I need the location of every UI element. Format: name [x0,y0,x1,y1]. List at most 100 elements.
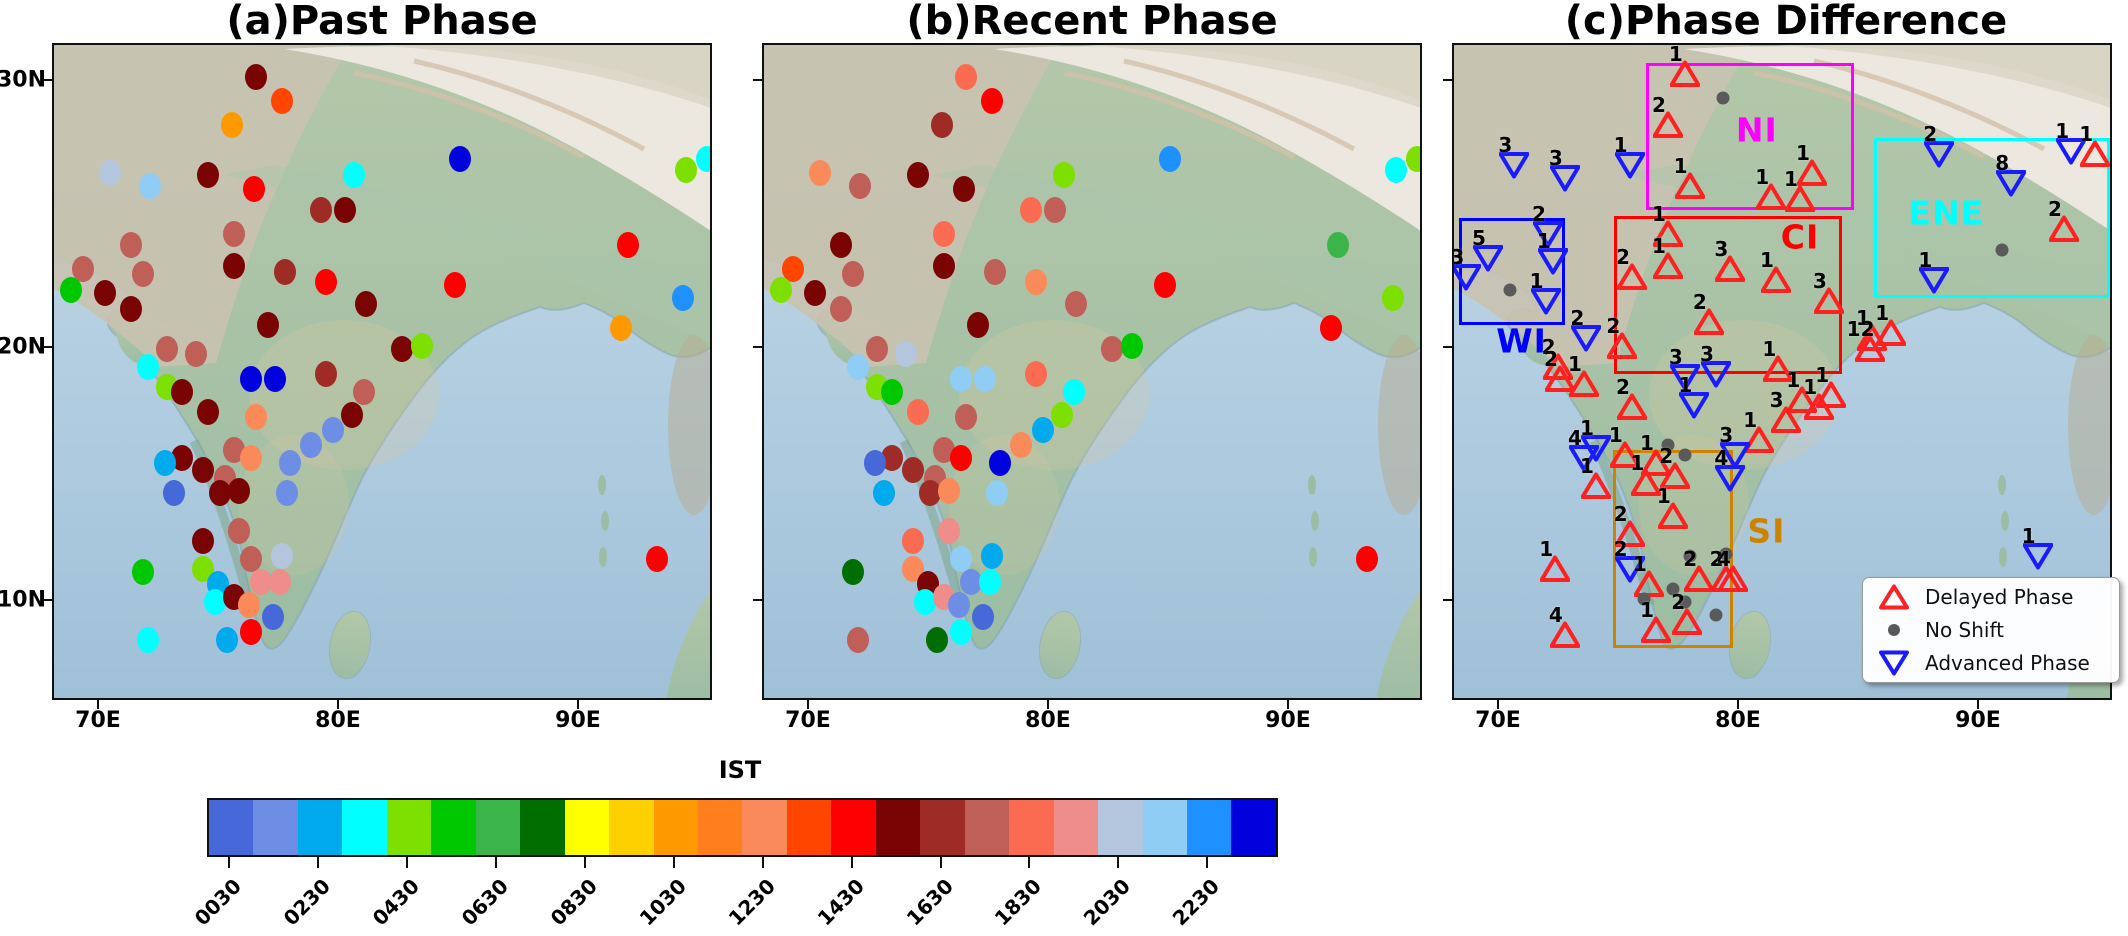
shift-count-label: 1 [1673,154,1688,179]
advanced-phase-marker [1669,363,1701,391]
legend-label-advanced: Advanced Phase [1925,651,2090,676]
no-shift-dot [1719,547,1733,561]
station-dot [1384,157,1407,184]
y-tick-mark [753,599,762,601]
advanced-phase-marker [1537,247,1569,275]
station-dot [240,619,263,646]
x-tick-mark [97,698,99,709]
colorbar-tick-label: 2030 [1079,874,1136,931]
delayed-phase-marker [1714,255,1746,282]
advanced-phase-marker [1472,245,1504,272]
colorbar-segment-2130 [1142,800,1187,855]
station-dot [192,457,215,484]
advanced-phase-marker [2055,138,2087,165]
no-shift-dot [1683,549,1697,563]
colorbar-segment-2230 [1186,800,1232,855]
colorbar-segment-0730 [520,800,565,855]
map-background [764,45,1420,698]
station-dot [1406,146,1420,173]
colorbar-segment-0530 [431,800,476,855]
shift-count-label: 1 [1608,423,1623,448]
colorbar-tick-mark [494,857,497,868]
advanced-phase-marker [1498,151,1530,179]
station-dot [988,449,1011,476]
station-dot [1382,285,1405,312]
station-dot [242,175,265,202]
shift-count-label: 2 [2048,196,2062,221]
shift-count-label: 3 [1668,344,1683,369]
station-dot [257,311,279,338]
x-axis-label: 80E [1715,708,1761,733]
region-label-ni: NI [1735,110,1778,150]
station-dot [938,477,961,504]
panel-b-title: (b)Recent Phase [906,0,1278,44]
station-dot [271,87,294,114]
shift-count-label: 3 [1714,236,1729,261]
shift-count-label: 2 [1671,590,1686,615]
shift-count-label: 1 [1803,375,1818,400]
station-dot [986,480,1009,507]
advanced-phase-icon [1877,650,1911,676]
map-panel-past-phase [52,43,712,700]
delayed-phase-marker [1606,332,1638,360]
shift-count-label: 2 [1616,375,1630,400]
station-dot [873,480,896,507]
station-dot [264,366,287,393]
station-dot [314,269,337,296]
station-dot [245,404,267,431]
shift-count-label: 4 [1716,547,1731,572]
x-tick-mark [577,698,579,709]
region-label-ene: ENE [1908,193,1985,233]
station-dot [1024,269,1047,296]
colorbar [207,798,1278,857]
shift-count-label: 1 [1630,451,1645,476]
colorbar-tick-label: 0430 [367,874,425,931]
colorbar-tick-mark [1117,857,1120,868]
x-tick-mark [1737,698,1739,709]
colorbar-segment-0330 [342,800,387,855]
station-dot [1024,361,1047,388]
colorbar-segment-1130 [697,800,743,855]
y-tick-mark [43,346,52,348]
shift-count-label: 1 [1539,537,1554,562]
colorbar-segment-0830 [564,800,610,855]
region-label-wi: WI [1496,321,1547,361]
x-tick-mark [337,698,339,709]
station-dot [907,399,929,426]
station-dot [185,341,207,368]
advanced-phase-marker [1678,391,1710,419]
station-dot [952,175,975,202]
station-dot [981,543,1004,570]
delayed-phase-marker [1544,365,1576,393]
shift-count-label: 2 [1923,122,1938,147]
shift-count-label: 4 [1568,425,1582,450]
y-tick-mark [43,79,52,81]
station-dot [60,277,83,304]
colorbar-segment-0930 [609,800,654,855]
advanced-phase-marker [1454,263,1482,291]
delayed-phase-marker [1652,111,1684,138]
station-dot [926,626,949,653]
delayed-phase-marker [1762,355,1794,383]
station-dot [300,432,323,459]
station-dot [170,444,193,471]
shift-count-label: 2 [1613,501,1628,526]
colorbar-segment-1030 [653,800,698,855]
advanced-phase-marker [1549,165,1581,192]
shift-count-label: 2 [1544,347,1558,372]
colorbar-segment-1330 [786,800,832,855]
station-dot [830,295,853,322]
x-axis-label: 90E [1265,708,1311,733]
colorbar-title: IST [718,756,762,784]
station-dot [153,449,176,476]
x-tick-mark [1497,698,1499,709]
station-dot [1355,545,1378,572]
station-dot [192,528,215,555]
colorbar-segment-1830 [1009,800,1054,855]
colorbar-tick-mark [317,857,320,868]
station-dot [204,589,227,615]
shift-count-label: 3 [1719,423,1734,448]
colorbar-segment-2030 [1098,800,1143,855]
station-dot [240,366,263,393]
region-box-ci [1614,215,1842,375]
